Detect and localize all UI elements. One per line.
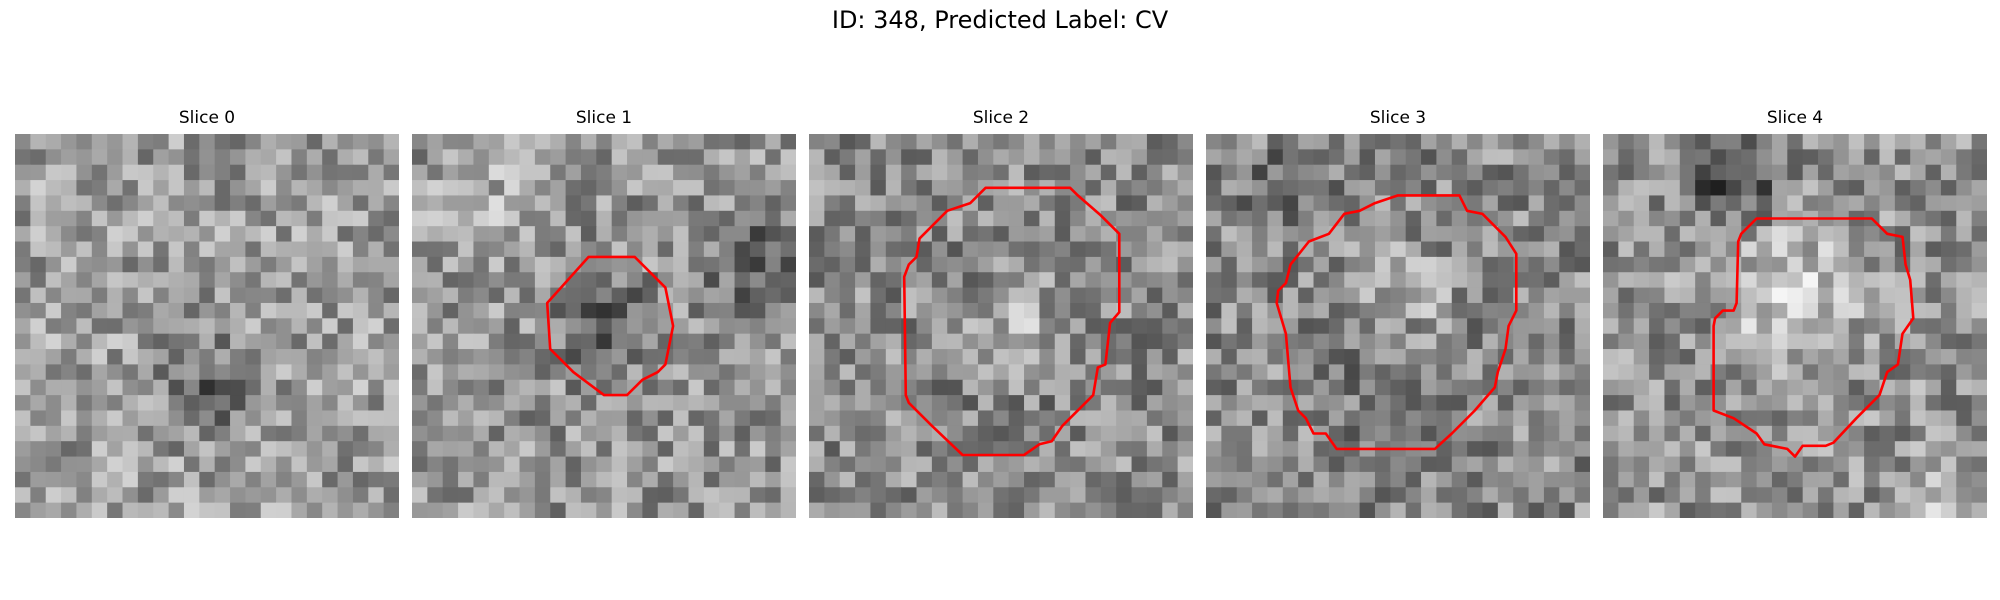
slice-title: Slice 4: [1603, 108, 1987, 128]
slice-image: [1206, 134, 1590, 518]
slice-image: [15, 134, 399, 518]
slice-title: Slice 2: [809, 108, 1193, 128]
figure-title: ID: 348, Predicted Label: CV: [0, 6, 2000, 34]
pixel-texture: [809, 134, 1193, 518]
slice-image: [1603, 134, 1987, 518]
pixel-texture: [1206, 134, 1590, 518]
pixel-texture: [412, 134, 796, 518]
slice-title: Slice 1: [412, 108, 796, 128]
pixel-texture: [1603, 134, 1987, 518]
slice-title: Slice 0: [15, 108, 399, 128]
slice-image: [809, 134, 1193, 518]
slice-title: Slice 3: [1206, 108, 1590, 128]
slice-image: [412, 134, 796, 518]
pixel-texture: [15, 134, 399, 518]
